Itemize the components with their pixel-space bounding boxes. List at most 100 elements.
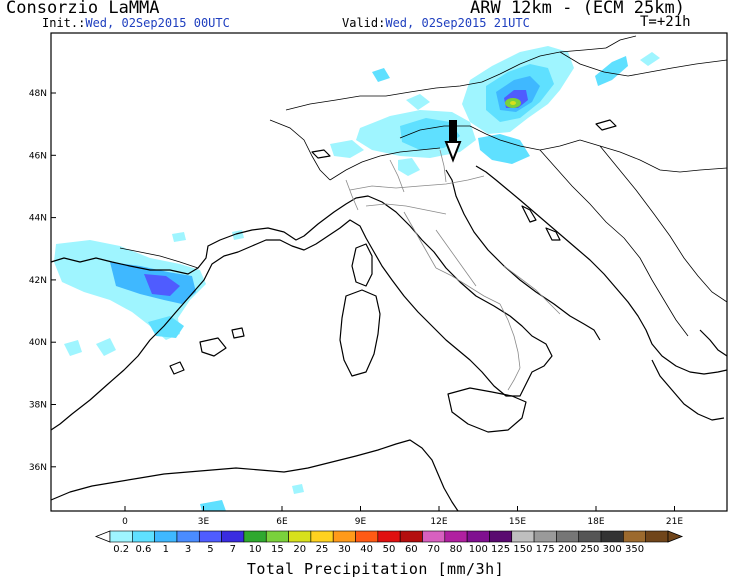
arrow-head (444, 141, 462, 163)
model-title: ARW 12km - (ECM 25km) (470, 0, 685, 18)
region-south (499, 303, 521, 369)
colorbar-swatch (109, 530, 133, 543)
colorbar-level-label: 1 (162, 544, 169, 555)
init-time: Init.:Wed, 02Sep2015 00UTC (42, 16, 230, 30)
coast-croatia-islands (521, 205, 561, 241)
colorbar-level-label: 7 (229, 544, 236, 555)
border-north (605, 35, 637, 49)
colorbar-level-label: 60 (404, 544, 418, 555)
lon-label: 15E (509, 517, 526, 527)
region-apulia (503, 265, 561, 315)
lat-label: 38N (29, 401, 47, 411)
coast-sicily (447, 387, 527, 433)
border-hungary (579, 139, 728, 173)
colorbar-swatch (489, 530, 513, 543)
country-borders (119, 35, 728, 337)
border-germany-czech (559, 51, 728, 77)
source-title: Consorzio LaMMA (6, 0, 160, 18)
valid-value: Wed, 02Sep2015 21UTC (385, 16, 530, 30)
coast-greece-2 (699, 329, 728, 357)
colorbar-level-label: 40 (360, 544, 374, 555)
lat-label: 40N (29, 338, 47, 348)
valid-label: Valid: (342, 16, 386, 30)
lon-label: 18E (587, 517, 604, 527)
arrow-shaft (449, 120, 457, 142)
colorbar-level-label: 300 (602, 544, 622, 555)
colorbar-swatch (466, 530, 490, 543)
coast-adriatic-italy (445, 169, 601, 341)
region-piedmont (345, 179, 359, 211)
colorbar-level-label: 175 (535, 544, 555, 555)
border-france-switzerland (269, 119, 331, 181)
precip-east-strip (595, 56, 628, 86)
colorbar-swatch (556, 530, 580, 543)
coast-iberia-france (50, 195, 553, 431)
border-balkans-3 (623, 237, 689, 337)
colorbar-level-label: 5 (207, 544, 214, 555)
border-italy-austria (399, 125, 487, 139)
colorbar-level-label: 30 (337, 544, 351, 555)
lon-label: 12E (430, 517, 447, 527)
colorbar-swatch (600, 530, 624, 543)
precip-northeast (640, 52, 660, 66)
coast-ibiza (169, 361, 185, 375)
precip-po-west (398, 158, 420, 176)
coast-mallorca (199, 337, 227, 357)
colorbar-swatch (265, 530, 289, 543)
colorbar-level-label: 100 (468, 544, 488, 555)
colorbar (94, 530, 684, 543)
colorbar-level-label: 10 (248, 544, 262, 555)
precip-catalonia-core (144, 274, 180, 296)
precip-max-yellow (510, 101, 516, 105)
coast-north-africa (50, 439, 459, 512)
region-po-valley (349, 175, 485, 191)
colorbar-level-label: 15 (271, 544, 284, 555)
precip-alps-west (372, 68, 390, 82)
colorbar-swatch (332, 530, 356, 543)
region-tuscany (403, 211, 437, 269)
border-balkans-1 (539, 149, 625, 239)
init-value: Wed, 02Sep2015 00UTC (85, 16, 230, 30)
lat-label: 44N (29, 214, 47, 224)
precip-south (200, 500, 226, 511)
colorbar-swatch (288, 530, 312, 543)
location-arrow (444, 120, 462, 163)
colorbar-swatch (399, 530, 423, 543)
colorbar-swatch (176, 530, 200, 543)
colorbar-level-label: 200 (558, 544, 578, 555)
colorbar-swatch (221, 530, 245, 543)
colorbar-swatch (645, 530, 669, 543)
precip-iberia-coast (96, 338, 116, 356)
region-calabria (507, 367, 521, 391)
lon-label: 3E (198, 517, 210, 527)
region-liguria-emilia (365, 203, 447, 215)
border-balkans-2 (599, 145, 728, 303)
colorbar-swatch (355, 530, 379, 543)
colorbar-swatch (377, 530, 401, 543)
init-label: Init.: (42, 16, 86, 30)
coast-corsica (351, 243, 373, 287)
lon-label: 6E (276, 517, 288, 527)
region-umbria-marche (435, 229, 477, 287)
colorbar-level-label: 150 (513, 544, 533, 555)
coast-sardinia (339, 289, 381, 377)
colorbar-level-label: 125 (491, 544, 511, 555)
precip-alps-south (330, 140, 364, 158)
precip-iberia-west (64, 340, 82, 356)
lake-balaton (595, 119, 617, 131)
colorbar-level-label: 80 (449, 544, 463, 555)
region-lombardy (389, 159, 405, 193)
coast-menorca (231, 327, 245, 339)
precip-alps-north (406, 94, 430, 110)
border-switzerland-italy (329, 147, 441, 181)
border-austria-slovenia (485, 133, 581, 151)
forecast-step: T=+21h (640, 14, 691, 30)
colorbar-swatch (154, 530, 178, 543)
border-alps-north (285, 47, 607, 111)
colorbar-swatch (310, 530, 334, 543)
valid-time: Valid:Wed, 02Sep2015 21UTC (342, 16, 530, 30)
colorbar-low-arrow (94, 530, 111, 543)
latitude-axis: 48N 46N 44N 42N 40N 38N 36N (29, 89, 56, 473)
region-veneto (439, 149, 447, 183)
lat-label: 46N (29, 151, 47, 161)
